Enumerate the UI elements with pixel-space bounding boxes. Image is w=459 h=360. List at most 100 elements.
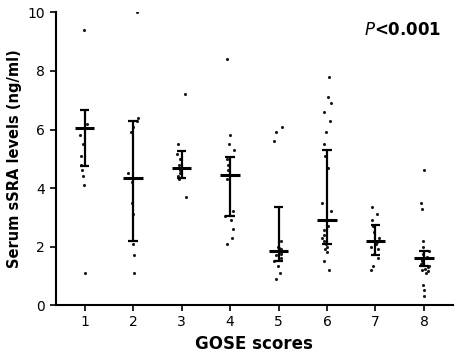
Point bbox=[372, 211, 380, 217]
Point bbox=[272, 252, 279, 258]
Point bbox=[176, 168, 183, 174]
Point bbox=[318, 200, 325, 206]
Point bbox=[130, 252, 137, 258]
Point bbox=[274, 244, 281, 249]
Point bbox=[322, 249, 330, 255]
Point bbox=[133, 118, 140, 123]
Point bbox=[223, 57, 230, 62]
Point bbox=[276, 247, 284, 252]
Point bbox=[319, 141, 327, 147]
Point bbox=[182, 194, 189, 200]
Point bbox=[321, 241, 329, 247]
Point bbox=[327, 208, 334, 214]
Point bbox=[229, 208, 236, 214]
Point bbox=[418, 267, 425, 273]
Point bbox=[223, 176, 230, 182]
Point bbox=[420, 293, 427, 299]
Point bbox=[80, 182, 87, 188]
Point bbox=[417, 206, 425, 211]
Point bbox=[276, 255, 284, 261]
Point bbox=[129, 124, 137, 130]
Point bbox=[134, 115, 141, 121]
Point bbox=[276, 251, 284, 257]
Point bbox=[78, 153, 85, 159]
Point bbox=[320, 238, 327, 244]
Y-axis label: Serum sSRA levels (ng/ml): Serum sSRA levels (ng/ml) bbox=[7, 49, 22, 268]
Point bbox=[277, 249, 284, 255]
Point bbox=[322, 244, 330, 249]
Point bbox=[326, 217, 334, 223]
Point bbox=[420, 266, 427, 271]
Point bbox=[133, 10, 140, 15]
Point bbox=[320, 247, 328, 252]
Point bbox=[325, 118, 333, 123]
Point bbox=[174, 174, 181, 179]
Point bbox=[418, 238, 425, 244]
Point bbox=[320, 232, 327, 238]
Point bbox=[373, 247, 381, 252]
Point bbox=[178, 165, 185, 170]
Point bbox=[369, 229, 377, 235]
Point bbox=[225, 141, 232, 147]
Point bbox=[325, 74, 332, 80]
Point bbox=[319, 109, 326, 115]
Point bbox=[424, 263, 431, 269]
X-axis label: GOSE scores: GOSE scores bbox=[195, 335, 313, 353]
Point bbox=[228, 172, 235, 178]
Point bbox=[79, 141, 86, 147]
Point bbox=[367, 267, 374, 273]
Point bbox=[418, 258, 425, 264]
Point bbox=[78, 168, 85, 174]
Point bbox=[422, 255, 429, 261]
Point bbox=[366, 244, 374, 249]
Point bbox=[226, 132, 233, 138]
Point bbox=[221, 213, 229, 219]
Point bbox=[278, 248, 285, 254]
Point bbox=[418, 257, 425, 262]
Point bbox=[423, 269, 431, 274]
Point bbox=[80, 27, 87, 33]
Point bbox=[272, 130, 280, 135]
Point bbox=[320, 258, 327, 264]
Point bbox=[129, 270, 137, 276]
Point bbox=[422, 254, 429, 260]
Point bbox=[128, 200, 135, 206]
Point bbox=[420, 288, 427, 293]
Point bbox=[374, 255, 381, 261]
Point bbox=[124, 171, 132, 176]
Point bbox=[421, 270, 428, 276]
Point bbox=[277, 238, 284, 244]
Point bbox=[324, 165, 331, 170]
Point bbox=[275, 270, 283, 276]
Point bbox=[274, 263, 281, 269]
Point bbox=[174, 141, 182, 147]
Point bbox=[270, 138, 278, 144]
Point bbox=[226, 217, 234, 223]
Point bbox=[129, 211, 137, 217]
Point bbox=[323, 223, 330, 229]
Point bbox=[223, 156, 230, 162]
Point bbox=[129, 179, 136, 185]
Point bbox=[418, 260, 425, 266]
Point bbox=[181, 91, 188, 97]
Point bbox=[229, 226, 236, 232]
Point bbox=[324, 94, 331, 100]
Point bbox=[370, 251, 377, 257]
Point bbox=[418, 282, 425, 288]
Point bbox=[81, 270, 89, 276]
Point bbox=[416, 261, 423, 267]
Point bbox=[176, 156, 184, 162]
Point bbox=[318, 235, 325, 240]
Point bbox=[373, 239, 380, 245]
Point bbox=[173, 152, 180, 157]
Point bbox=[368, 217, 375, 223]
Point bbox=[369, 223, 376, 229]
Point bbox=[420, 168, 427, 174]
Point bbox=[176, 171, 183, 176]
Point bbox=[127, 130, 134, 135]
Point bbox=[367, 204, 375, 210]
Point bbox=[424, 248, 431, 254]
Point bbox=[320, 228, 327, 233]
Point bbox=[77, 162, 84, 167]
Point bbox=[321, 130, 329, 135]
